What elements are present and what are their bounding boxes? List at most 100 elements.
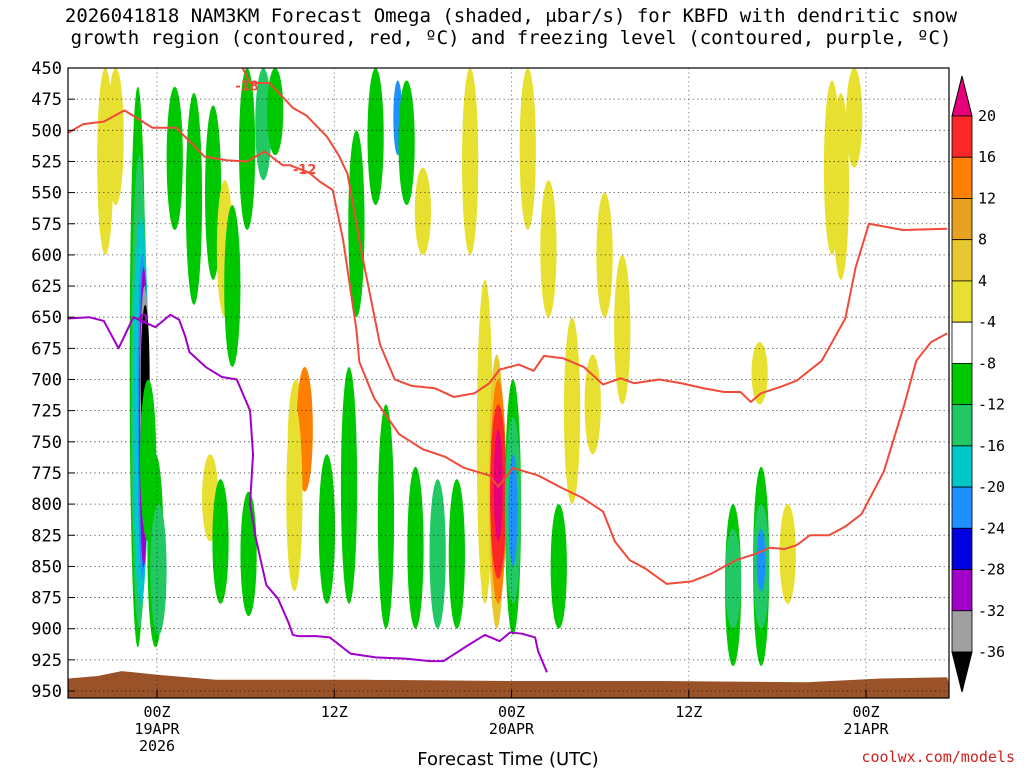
y-tick-label: 600	[31, 246, 62, 266]
colorbar-label: 16	[978, 148, 996, 166]
colorbar-label: -32	[978, 602, 1005, 620]
colorbar-label: 20	[978, 107, 996, 125]
credit-link[interactable]: coolwx.com/models	[861, 748, 1015, 766]
colorbar-segment	[951, 445, 973, 488]
dgz-contour-line	[241, 68, 948, 403]
colorbar-top-triangle	[951, 75, 973, 117]
y-axis-ticks: 450 475 500 525 550 575 600 625 650 675 700 725 750 7…	[31, 59, 75, 702]
y-tick-label: 575	[31, 215, 62, 235]
x-axis-label: Forecast Time (UTC)	[417, 749, 598, 768]
title-line-2: growth region (contoured, red, ºC) and f…	[71, 27, 952, 49]
y-tick-label: 625	[31, 277, 62, 297]
omega-cell	[462, 68, 479, 255]
freezing-contour-label: 0	[139, 312, 148, 327]
colorbar-segment	[951, 610, 973, 653]
chart-title: 2026041818 NAM3KM Forecast Omega (shaded…	[65, 5, 958, 49]
colorbar-label: -36	[978, 643, 1005, 661]
omega-cell	[166, 86, 183, 230]
x-tick-label: 00Z	[143, 703, 170, 721]
colorbar-segment	[951, 321, 973, 364]
omega-cell	[238, 68, 256, 230]
y-tick-label: 950	[31, 682, 62, 702]
colorbar-label: -4	[978, 313, 996, 331]
y-tick-label: 750	[31, 433, 62, 453]
y-tick-label: 700	[31, 371, 62, 391]
grid-lines	[68, 67, 949, 698]
colorbar-label: -12	[978, 396, 1005, 414]
omega-cell	[779, 504, 796, 604]
colorbar-label: -28	[978, 561, 1005, 579]
omega-cell	[508, 454, 518, 567]
y-tick-label: 550	[31, 184, 62, 204]
colorbar-segment	[951, 280, 973, 323]
x-tick-label: 2026	[139, 737, 175, 755]
colorbar-label: -8	[978, 354, 996, 372]
omega-cell	[550, 504, 567, 629]
dendritic-growth-contours: -18 -12	[68, 68, 948, 585]
title-line-1: 2026041818 NAM3KM Forecast Omega (shaded…	[65, 5, 958, 27]
omega-cell	[212, 479, 229, 604]
omega-cell	[540, 180, 557, 318]
omega-cell	[756, 529, 766, 592]
x-tick-label: 19APR	[134, 720, 180, 738]
omega-cell	[751, 342, 768, 405]
dgz-contour-label: -18	[235, 79, 259, 94]
colorbar-segment	[951, 239, 973, 282]
colorbar-segment	[951, 486, 973, 529]
omega-cell	[255, 68, 272, 181]
omega-shading	[97, 68, 863, 667]
colorbar-bottom-triangle	[951, 651, 973, 693]
omega-cell	[267, 68, 284, 156]
omega-cell	[407, 466, 424, 629]
x-tick-label: 12Z	[321, 703, 348, 721]
colorbar-segment	[951, 404, 973, 447]
omega-cell	[185, 92, 203, 305]
y-tick-label: 650	[31, 308, 62, 328]
colorbar-segment	[951, 198, 973, 241]
omega-cell	[832, 92, 850, 280]
colorbar-label: 8	[978, 231, 987, 249]
dgz-contour-label: -12	[293, 163, 317, 178]
omega-cell	[150, 504, 167, 635]
omega-cell	[224, 205, 241, 368]
omega-cell	[448, 479, 465, 629]
y-tick-label: 475	[31, 90, 62, 110]
colorbar-segment	[951, 362, 973, 406]
y-tick-label: 925	[31, 651, 62, 671]
y-tick-label: 450	[31, 59, 62, 79]
omega-cell	[614, 254, 631, 405]
colorbar-label: -16	[978, 437, 1005, 455]
y-tick-label: 825	[31, 526, 62, 546]
colorbar-segment	[951, 527, 973, 570]
freezing-contour-line	[68, 313, 548, 673]
omega-cell	[340, 367, 358, 604]
x-tick-label: 21APR	[843, 720, 889, 738]
omega-cell	[519, 68, 536, 230]
y-tick-label: 500	[31, 121, 62, 141]
plot-frame	[67, 67, 950, 699]
x-tick-label: 20APR	[489, 720, 535, 738]
y-tick-label: 850	[31, 557, 62, 577]
x-tick-label: 12Z	[675, 703, 702, 721]
omega-cell	[398, 80, 415, 206]
omega-cell	[318, 454, 335, 604]
colorbar-label: 12	[978, 189, 996, 207]
omega-cell	[724, 529, 742, 629]
omega-cell	[367, 68, 384, 206]
omega-cell	[414, 167, 431, 255]
omega-cell	[286, 404, 303, 592]
colorbar-segment	[951, 569, 973, 612]
colorbar-segment	[951, 115, 973, 158]
colorbar-label: -20	[978, 478, 1005, 496]
y-tick-label: 800	[31, 495, 62, 515]
omega-cell	[846, 68, 863, 168]
y-tick-label: 725	[31, 402, 62, 422]
y-tick-label: 675	[31, 339, 62, 359]
y-tick-label: 775	[31, 464, 62, 484]
x-tick-label: 00Z	[852, 703, 879, 721]
omega-cell	[377, 404, 395, 629]
colorbar: 20 16 12 8 4 -4 -8 -12 -16 -20 -24 -28 -32 -36	[951, 75, 1005, 693]
y-tick-label: 875	[31, 589, 62, 609]
